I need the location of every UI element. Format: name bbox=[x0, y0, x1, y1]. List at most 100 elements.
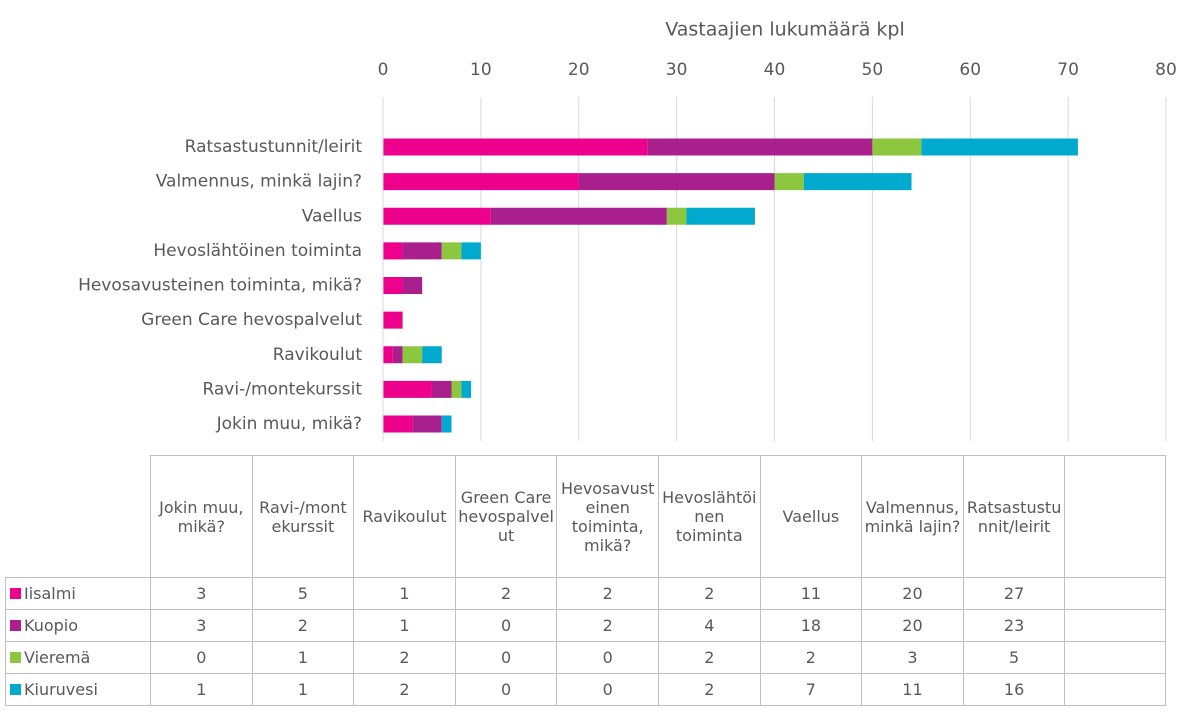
table-cell: 18 bbox=[759, 609, 863, 642]
table-cell: 0 bbox=[150, 641, 253, 674]
y-tick-label: Green Care hevospalvelut bbox=[141, 310, 362, 330]
bar-segment bbox=[402, 346, 423, 364]
table-cell: 2 bbox=[759, 641, 863, 674]
table-cell: 0 bbox=[454, 641, 558, 674]
table-cell-empty bbox=[1064, 577, 1166, 610]
y-tick-label: Jokin muu, mikä? bbox=[216, 414, 362, 434]
table-cell: 1 bbox=[353, 609, 456, 642]
legend-label: Vieremä bbox=[24, 648, 91, 667]
y-tick-label: Hevoslähtöinen toiminta bbox=[153, 241, 362, 261]
y-tick-label: Valmennus, minkä lajin? bbox=[156, 172, 362, 192]
legend-label: Kiuruvesi bbox=[24, 680, 98, 699]
bar-segment bbox=[647, 138, 873, 156]
table-cell: 2 bbox=[658, 673, 761, 706]
table-header: Ravi-/montekurssit bbox=[251, 455, 355, 578]
table-cell: 2 bbox=[658, 577, 761, 610]
bar-segment bbox=[921, 138, 1078, 156]
table-cell: 0 bbox=[454, 673, 558, 706]
table-cell: 11 bbox=[861, 673, 964, 706]
table-cell: 20 bbox=[861, 609, 964, 642]
bar-segment bbox=[383, 138, 648, 156]
table-cell: 0 bbox=[556, 673, 659, 706]
table-cell: 5 bbox=[962, 641, 1066, 674]
x-tick-label: 80 bbox=[1155, 60, 1177, 80]
bar-segment bbox=[578, 173, 775, 191]
table-cell: 3 bbox=[150, 577, 253, 610]
legend-cell: Kiuruvesi bbox=[5, 673, 151, 706]
axis-title: Vastaajien lukumäärä kpl bbox=[665, 19, 905, 41]
x-tick-label: 60 bbox=[959, 60, 981, 80]
legend-swatch bbox=[10, 684, 21, 695]
bar-segment bbox=[803, 173, 912, 191]
bar-segment bbox=[461, 380, 472, 398]
bar-segment bbox=[383, 380, 432, 398]
y-tick-label: Hevosavusteinen toiminta, mikä? bbox=[78, 276, 362, 296]
table-header: Ravikoulut bbox=[353, 455, 456, 578]
bar-segment bbox=[686, 207, 755, 225]
y-tick-label: Ravi-/montekurssit bbox=[202, 379, 362, 399]
bar-segment bbox=[666, 207, 687, 225]
bar-segment bbox=[422, 346, 442, 364]
x-tick-label: 40 bbox=[764, 60, 786, 80]
table-header-empty bbox=[1064, 455, 1166, 578]
y-tick-label: Vaellus bbox=[302, 206, 362, 226]
table-header: Valmennus, minkä lajin? bbox=[861, 455, 964, 578]
table-cell: 1 bbox=[353, 577, 456, 610]
bar-segment bbox=[402, 277, 423, 294]
table-cell: 3 bbox=[861, 641, 964, 674]
bar-segment bbox=[412, 415, 442, 433]
bar-segment bbox=[441, 415, 452, 433]
table-header: Jokin muu, mikä? bbox=[150, 455, 253, 578]
bar-segment bbox=[402, 242, 442, 260]
legend-swatch bbox=[10, 652, 21, 663]
legend-swatch bbox=[10, 588, 21, 599]
y-tick-label: Ravikoulut bbox=[273, 345, 363, 365]
x-tick-label: 20 bbox=[568, 60, 590, 80]
bar-segment bbox=[461, 242, 481, 260]
bar-segment bbox=[383, 311, 403, 329]
table-cell: 2 bbox=[353, 673, 456, 706]
table-cell-empty bbox=[1064, 609, 1166, 642]
table-cell: 1 bbox=[150, 673, 253, 706]
bar-segment bbox=[872, 138, 922, 156]
x-tick-label: 0 bbox=[378, 60, 389, 80]
bar-segment bbox=[441, 242, 462, 260]
legend-swatch bbox=[10, 620, 21, 631]
table-cell-empty bbox=[1064, 673, 1166, 706]
x-tick-label: 30 bbox=[666, 60, 688, 80]
bar-segment bbox=[383, 277, 403, 294]
x-tick-label: 10 bbox=[470, 60, 492, 80]
table-cell: 3 bbox=[150, 609, 253, 642]
bar-segment bbox=[774, 173, 804, 191]
table-cell: 2 bbox=[454, 577, 558, 610]
legend-cell: Iisalmi bbox=[5, 577, 151, 610]
table-cell: 5 bbox=[251, 577, 355, 610]
y-tick-label: Ratsastustunnit/leirit bbox=[185, 137, 363, 157]
table-cell: 20 bbox=[861, 577, 964, 610]
table-cell: 7 bbox=[759, 673, 863, 706]
table-cell: 4 bbox=[658, 609, 761, 642]
bar-segment bbox=[451, 380, 462, 398]
bar-segment bbox=[383, 173, 579, 191]
legend-label: Kuopio bbox=[24, 616, 79, 635]
table-cell-empty bbox=[1064, 641, 1166, 674]
table-cell: 11 bbox=[759, 577, 863, 610]
table-cell: 27 bbox=[962, 577, 1066, 610]
table-cell: 2 bbox=[556, 577, 659, 610]
bar-segment bbox=[490, 207, 667, 225]
table-cell: 0 bbox=[454, 609, 558, 642]
bar-segment bbox=[383, 207, 491, 225]
table-cell: 1 bbox=[251, 673, 355, 706]
bar-segment bbox=[392, 346, 403, 364]
table-cell: 1 bbox=[251, 641, 355, 674]
table-header: Ratsastustunnit/leirit bbox=[962, 455, 1066, 578]
table-cell: 16 bbox=[962, 673, 1066, 706]
legend-cell: Vieremä bbox=[5, 641, 151, 674]
table-cell: 2 bbox=[353, 641, 456, 674]
table-header: Hevoslähtöinen toiminta bbox=[658, 455, 761, 578]
table-header: Green Care hevospalvelut bbox=[454, 455, 558, 578]
legend-label: Iisalmi bbox=[24, 584, 76, 603]
table-header: Vaellus bbox=[759, 455, 863, 578]
